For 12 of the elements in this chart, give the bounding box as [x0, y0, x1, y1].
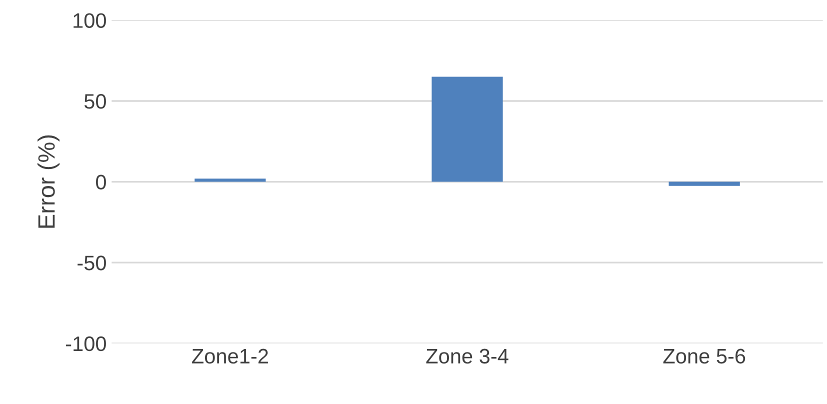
bar: [194, 178, 266, 182]
x-tick-label: Zone 5-6: [663, 348, 746, 364]
x-tick-label: Zone1-2: [192, 348, 268, 364]
y-tick-label: 100: [74, 13, 106, 28]
x-tick-label: Zone 3-4: [426, 348, 508, 364]
y-tick-label: 0: [96, 174, 106, 190]
bar: [668, 182, 740, 186]
y-tick-label: -100: [66, 336, 106, 352]
y-tick-label: 50: [84, 94, 106, 109]
bar: [432, 76, 503, 182]
y-axis-title: Error (%): [38, 135, 60, 228]
y-tick-label: -50: [78, 256, 106, 270]
